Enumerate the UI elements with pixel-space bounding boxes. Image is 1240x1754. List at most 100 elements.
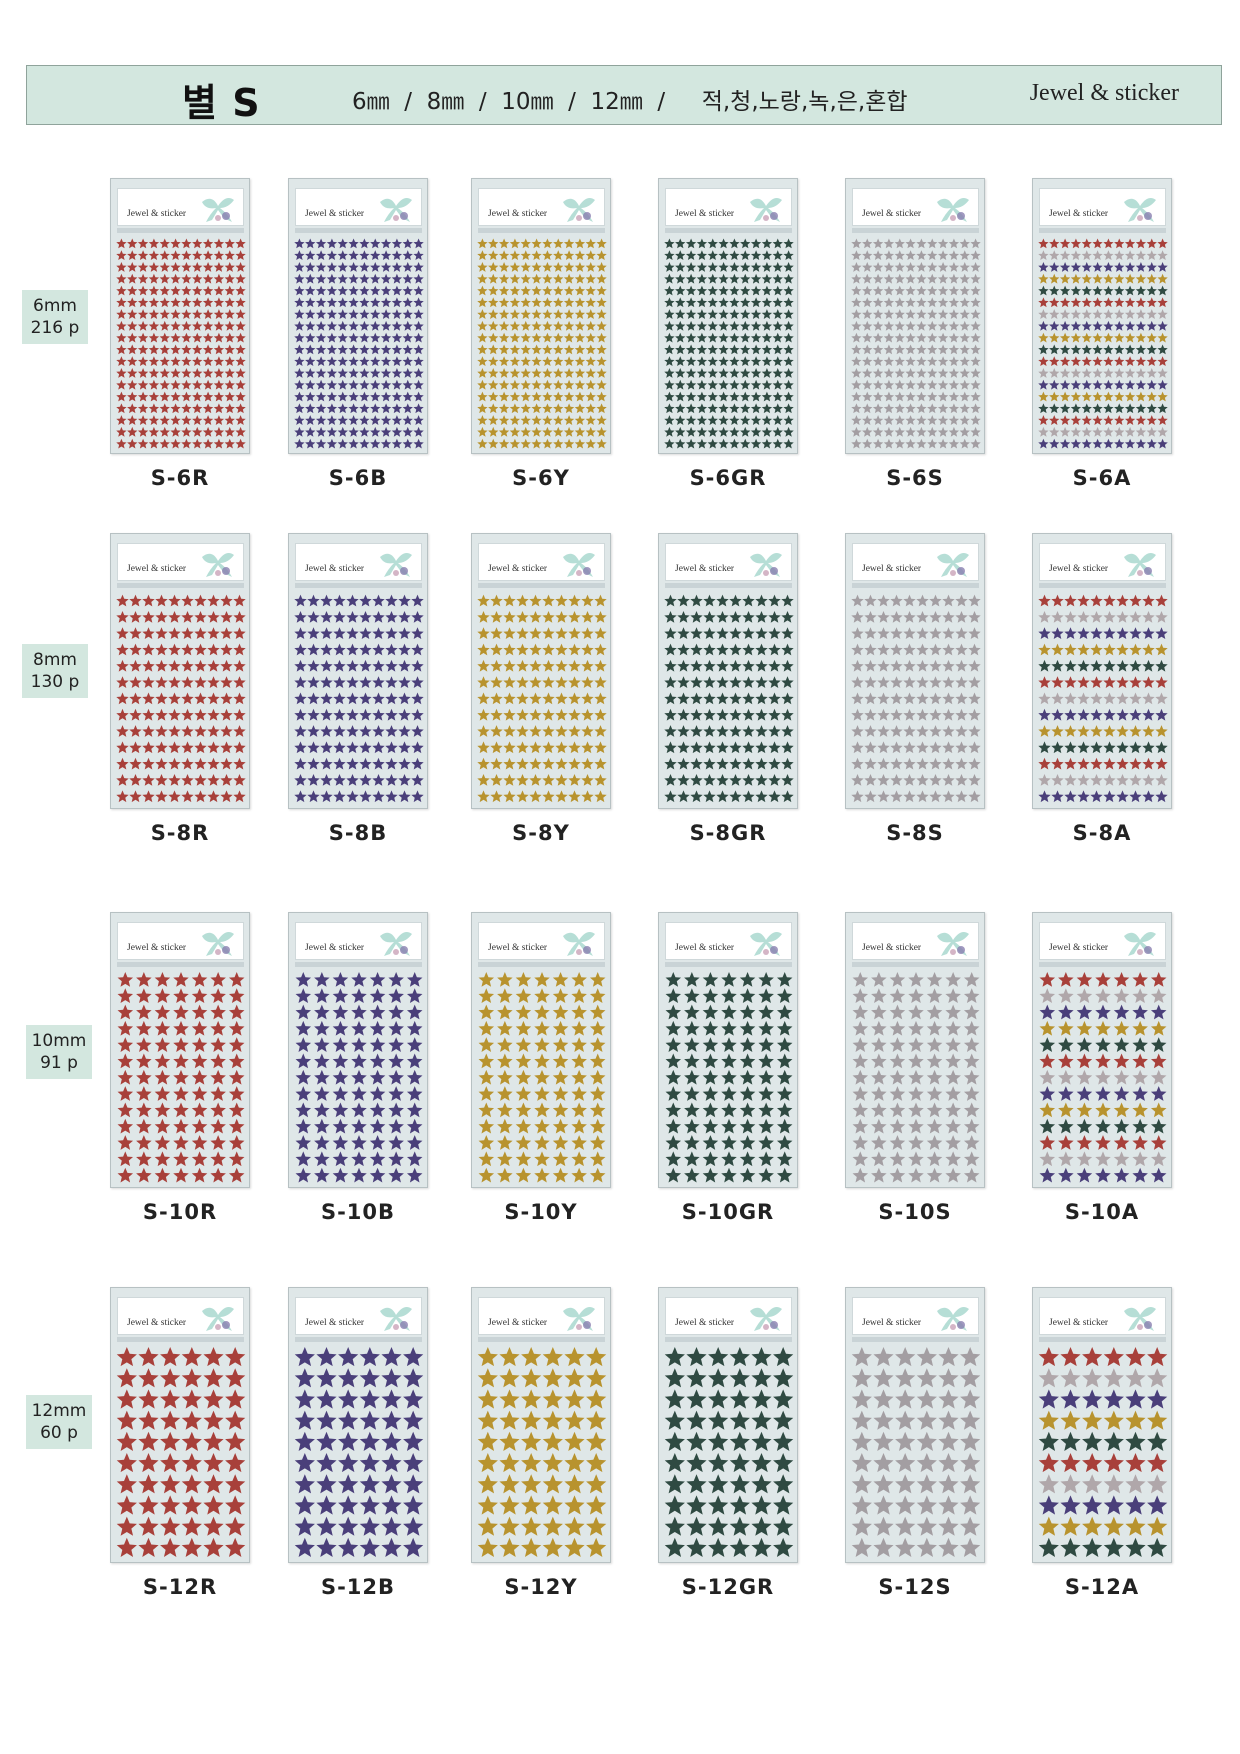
star-sticker <box>372 725 385 737</box>
star-sticker <box>1049 262 1060 272</box>
star-sticker <box>224 273 235 284</box>
star-sticker <box>729 774 742 786</box>
star-sticker <box>413 285 424 296</box>
star-sticker <box>1142 790 1155 803</box>
star-sticker <box>117 1151 134 1167</box>
star-sticker <box>348 379 359 390</box>
star-sticker <box>233 659 246 672</box>
star-sticker <box>729 391 740 402</box>
star-sticker <box>351 1118 367 1134</box>
star-sticker <box>948 379 960 390</box>
star-sticker <box>191 1086 208 1101</box>
star-sticker <box>359 344 370 355</box>
star-sticker <box>478 1020 495 1036</box>
star-sticker <box>380 379 392 390</box>
star-sticker <box>228 1037 245 1052</box>
star-sticker <box>192 356 203 367</box>
star-sticker <box>1150 972 1167 987</box>
star-sticker <box>320 659 333 672</box>
star-sticker <box>1146 368 1157 378</box>
star-sticker <box>220 643 233 656</box>
star-sticker <box>916 1347 937 1367</box>
star-sticker <box>1059 238 1071 249</box>
star-sticker <box>155 594 168 607</box>
star-sticker <box>203 1495 224 1515</box>
star-sticker <box>761 332 773 343</box>
star-sticker <box>159 438 170 449</box>
star-sticker <box>677 741 690 754</box>
star-sticker <box>1103 262 1114 272</box>
star-sticker <box>864 774 877 786</box>
star-sticker <box>191 1118 208 1134</box>
sheet-brand-text: Jewel & sticker <box>675 564 735 574</box>
star-sticker <box>315 285 327 296</box>
star-sticker <box>136 1020 152 1036</box>
star-sticker <box>338 1537 359 1557</box>
star-sticker <box>1146 438 1157 449</box>
star-sticker <box>402 426 413 437</box>
star-sticker <box>129 659 142 672</box>
ribbon-illustration <box>1124 553 1156 577</box>
star-sticker <box>586 1474 607 1494</box>
star-sticker <box>664 1431 685 1451</box>
star-sticker <box>191 1102 208 1118</box>
star-sticker <box>889 972 906 987</box>
star-sticker <box>862 285 873 296</box>
star-sticker <box>490 627 503 640</box>
star-sticker <box>233 676 246 688</box>
star-sticker <box>581 708 594 721</box>
star-sticker <box>148 344 160 355</box>
star-sticker <box>937 344 949 355</box>
star-sticker <box>127 426 138 437</box>
star-sticker <box>168 725 181 737</box>
star-sticker <box>326 344 338 355</box>
star-sticker <box>391 297 403 308</box>
star-sticker <box>490 643 503 656</box>
star-sticker <box>948 238 960 249</box>
sheet-header-card: Jewel & sticker <box>295 188 422 226</box>
star-sticker <box>224 356 235 367</box>
sticker-sheet: Jewel & sticker <box>110 533 250 809</box>
star-sticker <box>477 774 490 786</box>
star-sticker <box>707 309 718 319</box>
star-sticker <box>707 379 718 390</box>
star-sticker <box>1064 692 1077 705</box>
star-sticker <box>1103 1453 1124 1473</box>
star-sticker <box>181 320 192 331</box>
star-sticker <box>568 741 581 754</box>
star-sticker <box>553 320 564 331</box>
star-sticker <box>138 1453 159 1473</box>
star-sticker <box>916 790 929 803</box>
star-sticker <box>1116 594 1129 607</box>
star-sticker <box>359 708 372 721</box>
star-sticker <box>1125 1410 1146 1430</box>
star-sticker <box>337 297 348 308</box>
star-sticker <box>516 757 529 770</box>
star-sticker <box>116 438 127 449</box>
star-sticker <box>520 391 531 402</box>
star-sticker <box>498 368 510 378</box>
sheet-header-card: Jewel & sticker <box>117 922 244 960</box>
star-sticker <box>503 594 516 607</box>
star-sticker <box>773 1347 794 1367</box>
star-sticker <box>332 1020 349 1036</box>
star-sticker <box>942 757 955 770</box>
star-sticker <box>181 725 194 737</box>
star-sticker <box>359 659 372 672</box>
star-sticker <box>509 356 521 367</box>
star-sticker <box>503 790 516 803</box>
star-sticker <box>1142 610 1155 623</box>
star-sticker <box>477 692 490 705</box>
sheet-info-strip <box>478 228 605 233</box>
star-sticker <box>531 285 542 296</box>
star-sticker <box>1058 1004 1074 1020</box>
star-sticker <box>571 1102 587 1118</box>
star-sticker <box>477 741 490 754</box>
star-sticker <box>1146 320 1157 331</box>
star-sticker <box>729 1495 750 1515</box>
star-sticker <box>755 757 768 770</box>
star-sticker <box>235 403 246 414</box>
star-sticker <box>332 1004 349 1020</box>
star-sticker <box>553 250 564 261</box>
star-sticker <box>872 415 884 425</box>
